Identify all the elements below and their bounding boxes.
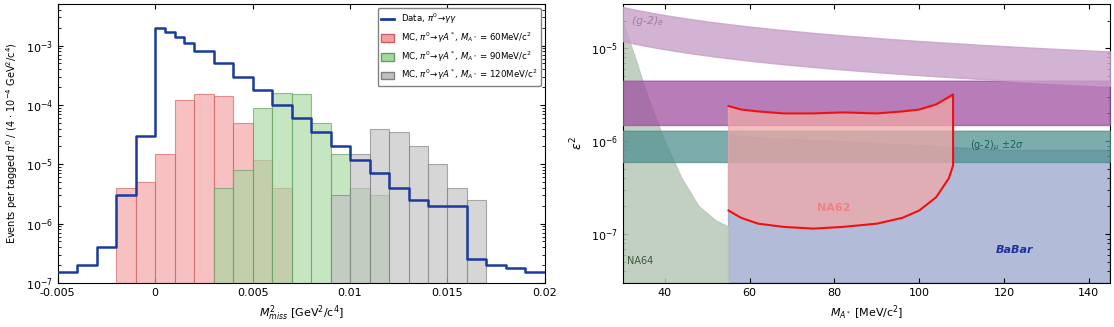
Text: NA62: NA62 <box>818 203 851 213</box>
Bar <box>233 123 253 327</box>
Polygon shape <box>623 21 729 283</box>
Text: (g-2)$_{\mu}$ $\pm2\sigma$: (g-2)$_{\mu}$ $\pm2\sigma$ <box>970 138 1024 153</box>
Bar <box>155 154 175 327</box>
Bar <box>175 100 194 327</box>
Bar <box>350 188 370 327</box>
Bar <box>331 154 350 327</box>
Bar <box>428 164 448 327</box>
Y-axis label: $\varepsilon^2$: $\varepsilon^2$ <box>568 137 585 150</box>
Bar <box>272 188 292 327</box>
Bar <box>311 123 331 327</box>
Bar <box>448 188 467 327</box>
Bar <box>350 154 370 327</box>
Bar <box>409 146 428 327</box>
Bar <box>389 132 409 327</box>
Bar <box>370 195 389 327</box>
Text: BaBar: BaBar <box>996 245 1033 255</box>
Legend: Data, $\pi^0\!\rightarrow\!\gamma\gamma$, MC, $\pi^0\!\rightarrow\!\gamma A^*$, : Data, $\pi^0\!\rightarrow\!\gamma\gamma$… <box>378 9 540 86</box>
X-axis label: $M_{A^*}$ [MeV/c$^2$]: $M_{A^*}$ [MeV/c$^2$] <box>830 303 903 322</box>
Bar <box>214 96 233 327</box>
Bar <box>214 188 233 327</box>
Polygon shape <box>729 95 954 229</box>
X-axis label: $M^2_{miss}$ [GeV$^2$/c$^4$]: $M^2_{miss}$ [GeV$^2$/c$^4$] <box>258 303 344 323</box>
Bar <box>467 200 487 327</box>
Text: (g-2)$_e$: (g-2)$_e$ <box>631 13 664 27</box>
Text: NA64: NA64 <box>627 256 653 267</box>
Bar <box>331 195 350 327</box>
Bar <box>253 108 272 327</box>
Bar <box>136 182 155 327</box>
Bar <box>233 170 253 327</box>
Bar <box>116 188 136 327</box>
Bar <box>292 95 311 327</box>
Bar <box>253 160 272 327</box>
Bar <box>370 129 389 327</box>
Polygon shape <box>729 134 1110 283</box>
Bar <box>194 95 214 327</box>
Y-axis label: Events per tagged $\pi^0$ / (4 $\cdot$ 10$^{-4}$ GeV$^2$/c$^4$): Events per tagged $\pi^0$ / (4 $\cdot$ 1… <box>4 43 20 245</box>
Bar <box>272 93 292 327</box>
